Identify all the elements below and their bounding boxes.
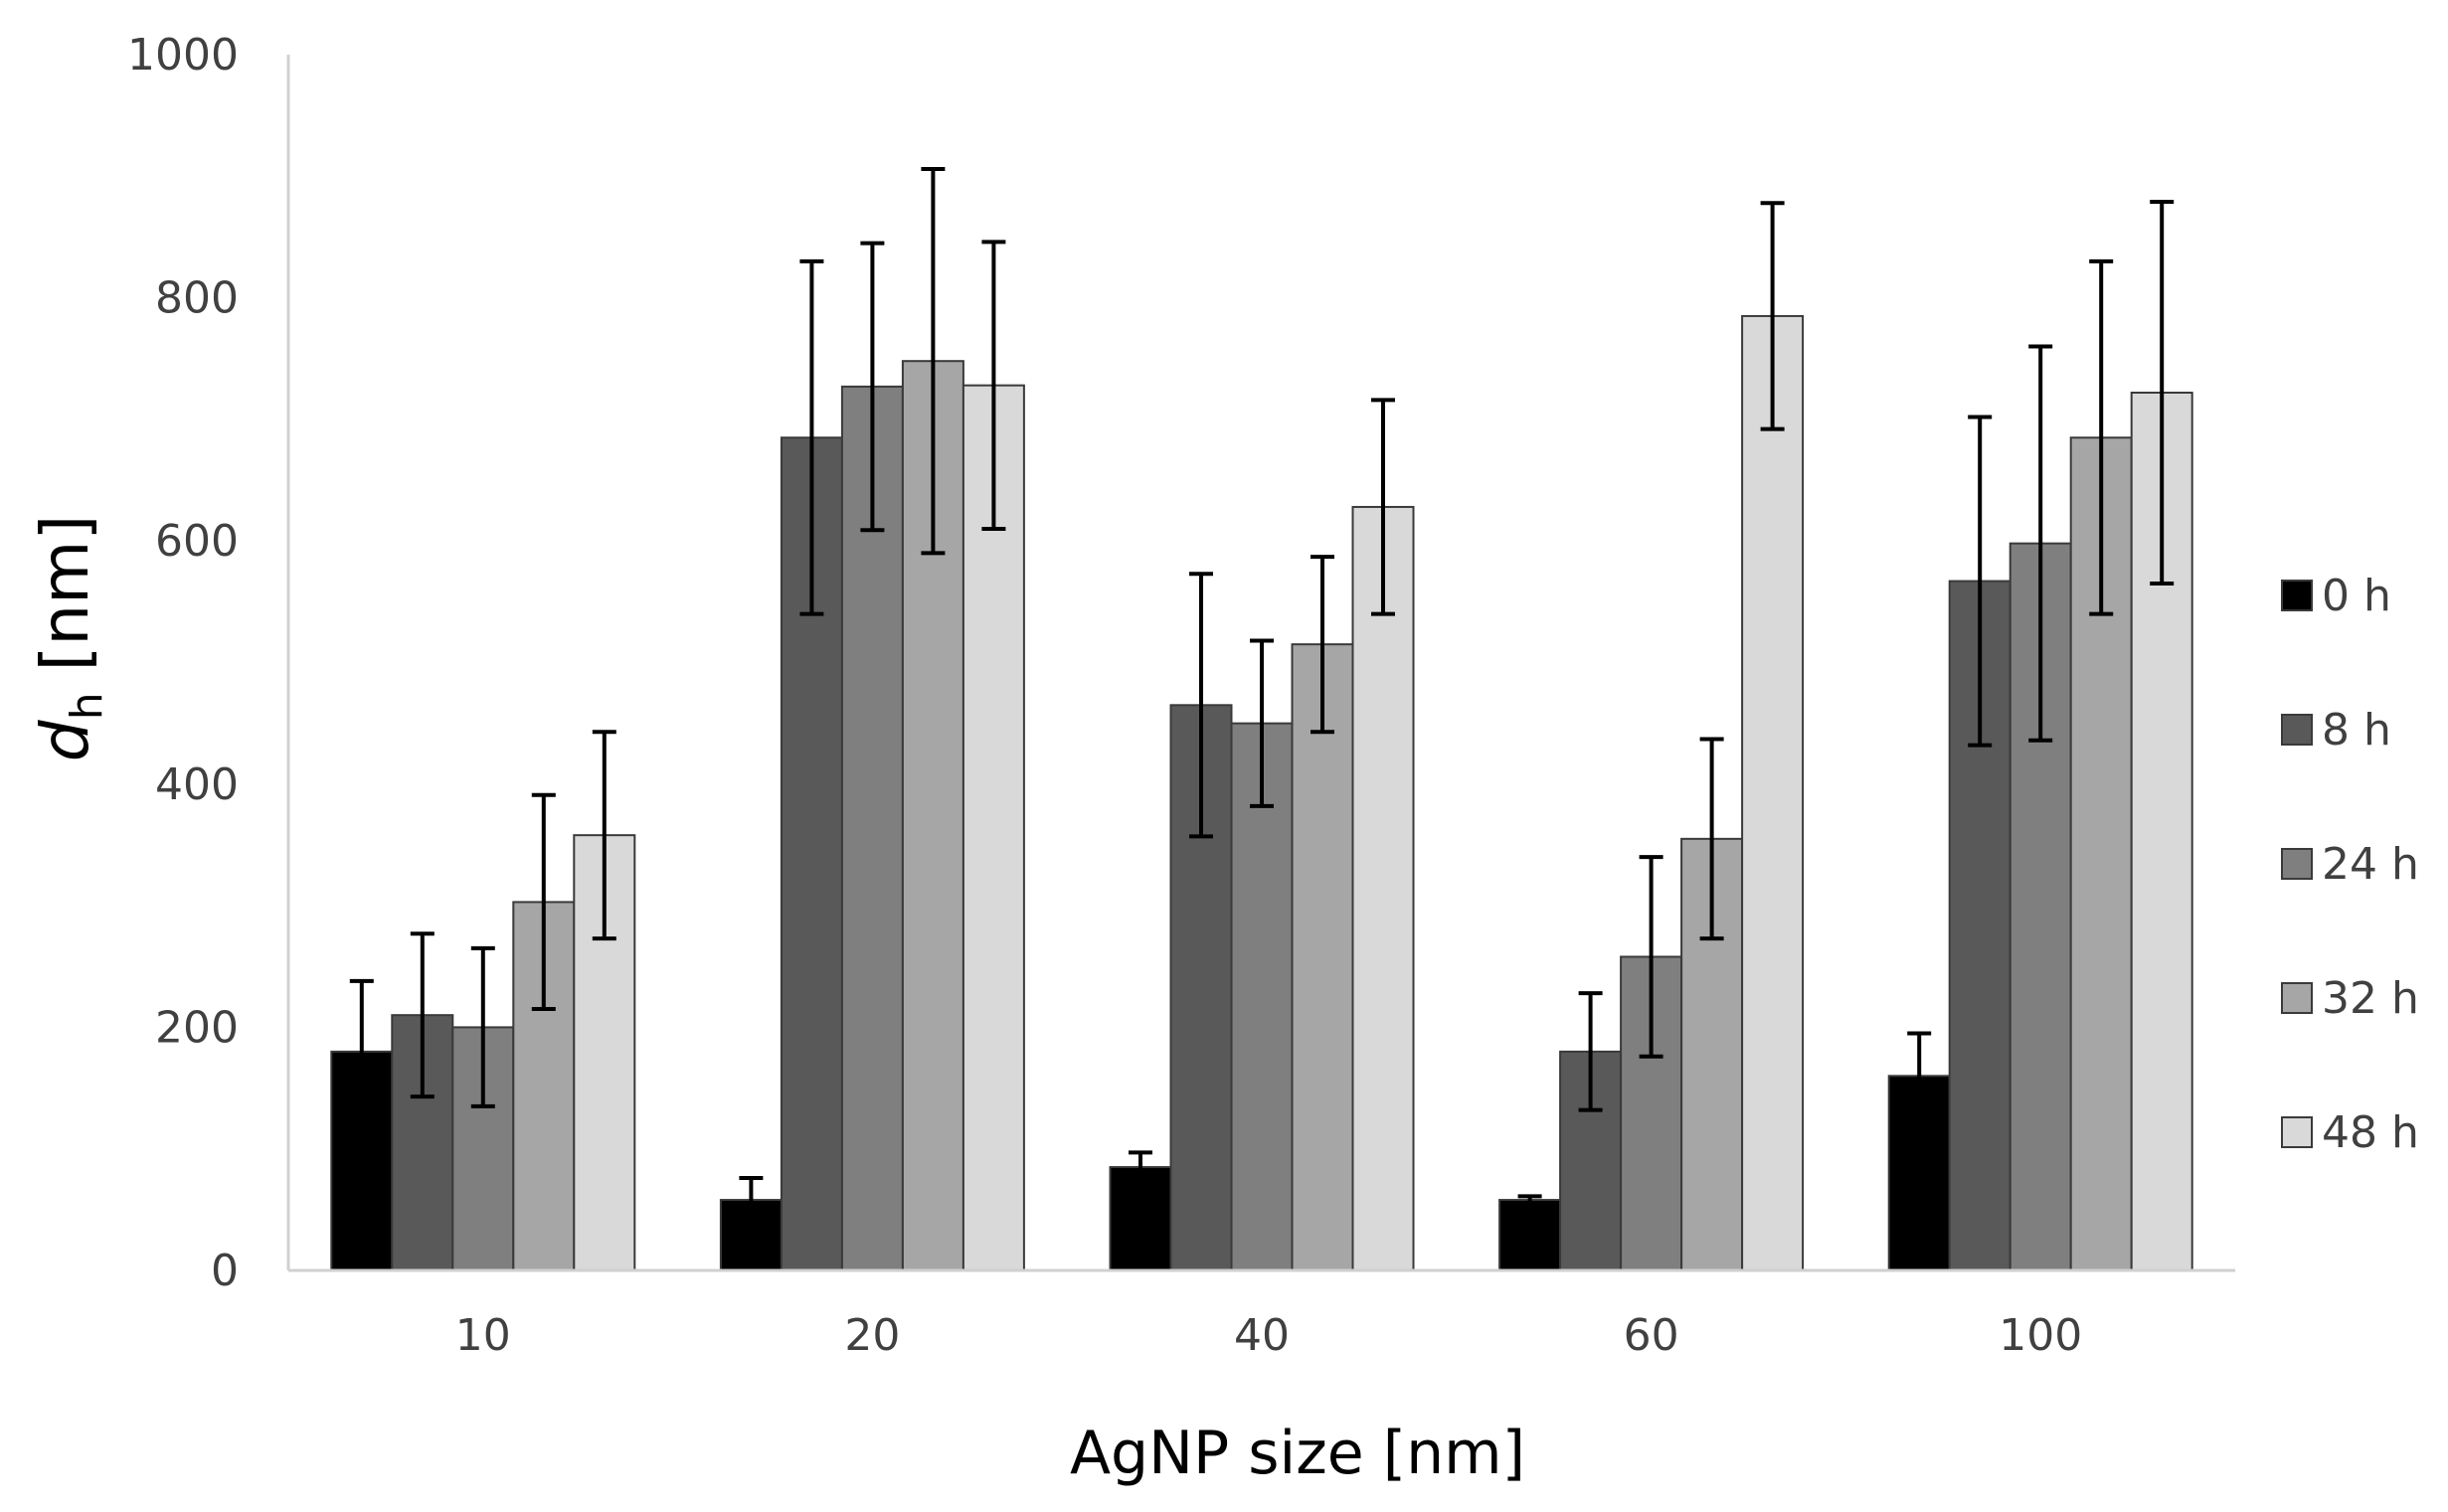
bar: [1230, 722, 1294, 1271]
y-tick-label: 400: [155, 759, 239, 810]
legend-label: 48 h: [2322, 1107, 2419, 1158]
x-tick-label: 20: [844, 1310, 900, 1361]
legend-swatch: [2281, 848, 2313, 880]
error-bar: [1907, 1031, 1932, 1121]
y-tick-label: 200: [155, 1002, 239, 1053]
legend-item: 0 h: [2281, 571, 2391, 621]
bar: [1291, 643, 1354, 1271]
x-tick-label: 100: [1999, 1310, 2082, 1361]
error-bar: [739, 1176, 764, 1225]
error-bar: [799, 258, 824, 616]
y-axis-title-main: d: [27, 719, 103, 761]
error-bar: [1311, 555, 1334, 735]
legend-swatch: [2281, 714, 2313, 746]
error-bar: [592, 730, 616, 941]
error-bar: [1968, 415, 1993, 748]
error-bar: [2089, 258, 2114, 616]
legend-item: 32 h: [2281, 973, 2419, 1024]
bars: [330, 166, 2193, 1272]
error-bar: [1760, 201, 1785, 431]
y-tick-label: 1000: [127, 30, 239, 81]
error-bar: [1189, 572, 1213, 839]
bar: [962, 384, 1025, 1271]
error-bar: [1639, 855, 1663, 1059]
legend-item: 8 h: [2281, 705, 2391, 756]
x-tick-label: 40: [1234, 1310, 1290, 1361]
error-bar: [1250, 638, 1274, 808]
error-bar: [860, 241, 885, 533]
error-bar: [1517, 1194, 1542, 1206]
error-bar: [1578, 991, 1603, 1112]
y-tick-label: 800: [155, 273, 239, 324]
bar: [1741, 314, 1805, 1271]
legend-swatch: [2281, 982, 2313, 1014]
y-tick-label: 0: [211, 1246, 239, 1296]
legend-label: 0 h: [2322, 571, 2391, 621]
bar: [1351, 505, 1415, 1271]
y-axis-title-unit: [nm]: [27, 515, 103, 693]
error-bar: [921, 166, 946, 556]
error-bar: [410, 931, 435, 1099]
legend: 0 h 8 h 24 h 32 h 48 h: [2281, 571, 2419, 1158]
legend-item: 48 h: [2281, 1107, 2419, 1158]
bar: [1498, 1199, 1562, 1272]
legend-item: 24 h: [2281, 839, 2419, 890]
error-bar: [1699, 737, 1724, 941]
legend-swatch: [2281, 1116, 2313, 1148]
y-tick-label: 600: [155, 516, 239, 567]
legend-label: 32 h: [2322, 973, 2419, 1024]
error-bar: [981, 240, 1006, 531]
x-tick-label: 60: [1624, 1310, 1679, 1361]
legend-label: 8 h: [2322, 705, 2391, 756]
y-axis-title-sub: h: [62, 692, 112, 720]
legend-swatch: [2281, 580, 2313, 611]
error-bar: [1129, 1150, 1152, 1184]
x-axis-title: AgNP size [nm]: [1070, 1419, 1525, 1488]
x-tick-label: 10: [455, 1310, 511, 1361]
y-axis-title: dh [nm]: [27, 515, 112, 761]
error-bar: [531, 792, 556, 1012]
error-bar: [2028, 344, 2053, 743]
legend-label: 24 h: [2322, 839, 2419, 890]
error-bar: [470, 945, 495, 1108]
error-bar: [349, 978, 374, 1124]
error-bar: [2150, 199, 2175, 587]
x-axis: 10 20 40 60 100: [288, 1268, 2235, 1361]
error-bar: [1371, 398, 1395, 616]
y-axis: 0 200 400 600 800 1000: [127, 30, 290, 1296]
